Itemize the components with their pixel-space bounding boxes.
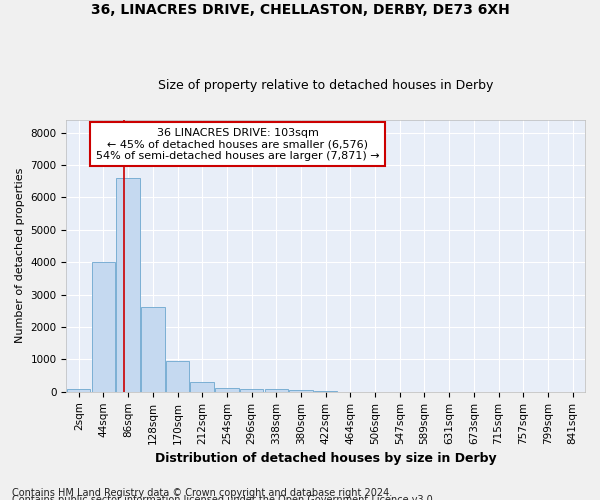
Y-axis label: Number of detached properties: Number of detached properties xyxy=(15,168,25,344)
X-axis label: Distribution of detached houses by size in Derby: Distribution of detached houses by size … xyxy=(155,452,497,465)
Title: Size of property relative to detached houses in Derby: Size of property relative to detached ho… xyxy=(158,79,493,92)
Bar xyxy=(166,361,189,392)
Bar xyxy=(92,262,115,392)
Text: Contains HM Land Registry data © Crown copyright and database right 2024.: Contains HM Land Registry data © Crown c… xyxy=(12,488,392,498)
Text: 36, LINACRES DRIVE, CHELLASTON, DERBY, DE73 6XH: 36, LINACRES DRIVE, CHELLASTON, DERBY, D… xyxy=(91,2,509,16)
Bar xyxy=(141,307,164,392)
Bar xyxy=(215,388,239,392)
Bar xyxy=(314,391,337,392)
Bar xyxy=(240,388,263,392)
Bar xyxy=(190,382,214,392)
Bar xyxy=(265,389,288,392)
Bar xyxy=(67,390,91,392)
Text: Contains public sector information licensed under the Open Government Licence v3: Contains public sector information licen… xyxy=(12,495,436,500)
Bar xyxy=(116,178,140,392)
Text: 36 LINACRES DRIVE: 103sqm
← 45% of detached houses are smaller (6,576)
54% of se: 36 LINACRES DRIVE: 103sqm ← 45% of detac… xyxy=(96,128,379,161)
Bar xyxy=(289,390,313,392)
